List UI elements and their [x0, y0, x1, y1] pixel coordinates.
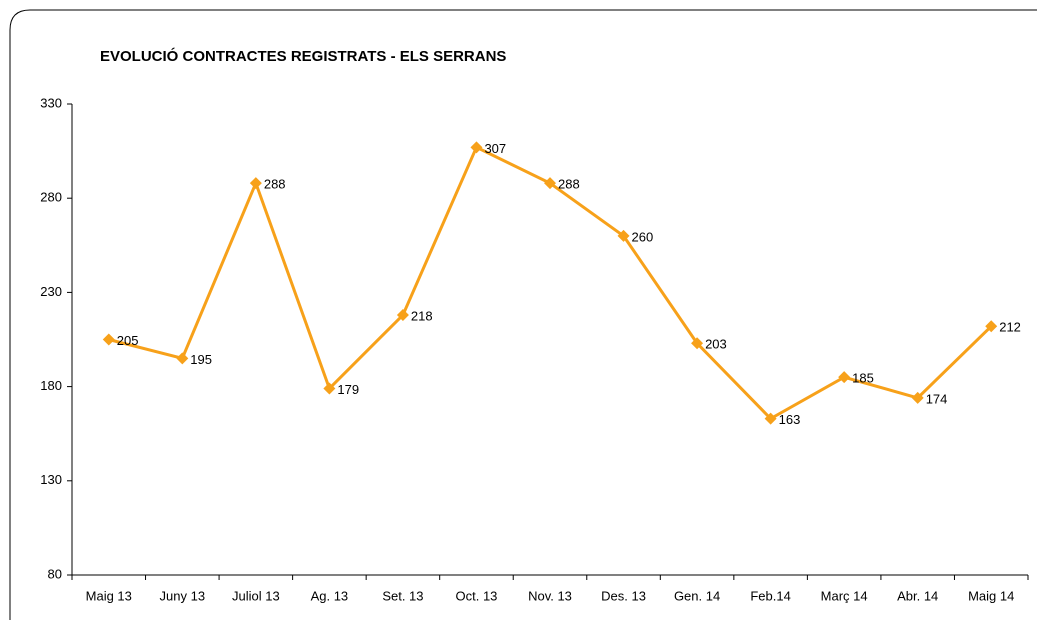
marker [323, 382, 336, 395]
x-tick-label: Feb.14 [750, 588, 790, 603]
marker [838, 371, 851, 384]
marker [470, 141, 483, 154]
marker [617, 229, 630, 242]
marker [102, 333, 115, 346]
data-label: 260 [632, 229, 654, 244]
x-tick-label: Nov. 13 [528, 588, 572, 603]
x-tick-label: Juliol 13 [232, 588, 280, 603]
data-label: 195 [190, 352, 212, 367]
marker [911, 391, 924, 404]
x-tick-label: Gen. 14 [674, 588, 720, 603]
x-tick-label: Ag. 13 [311, 588, 349, 603]
data-label: 203 [705, 337, 727, 352]
y-tick-label: 230 [40, 284, 62, 299]
y-tick-label: 130 [40, 472, 62, 487]
data-label: 205 [117, 333, 139, 348]
data-label: 218 [411, 308, 433, 323]
data-label: 288 [558, 177, 580, 192]
chart-title: EVOLUCIÓ CONTRACTES REGISTRATS - ELS SER… [100, 47, 506, 65]
data-label: 179 [337, 382, 359, 397]
x-tick-label: Oct. 13 [456, 588, 498, 603]
x-tick-label: Des. 13 [601, 588, 646, 603]
y-tick-label: 330 [40, 95, 62, 110]
x-tick-label: Juny 13 [160, 588, 206, 603]
data-label: 163 [779, 412, 801, 427]
x-tick-label: Març 14 [821, 588, 868, 603]
marker [985, 320, 998, 333]
data-label: 288 [264, 177, 286, 192]
x-tick-label: Maig 13 [86, 588, 132, 603]
marker [764, 412, 777, 425]
data-label: 212 [999, 320, 1021, 335]
data-label: 185 [852, 371, 874, 386]
y-tick-label: 80 [48, 566, 62, 581]
y-tick-label: 180 [40, 378, 62, 393]
marker [249, 177, 262, 190]
marker [691, 337, 704, 350]
x-tick-label: Set. 13 [382, 588, 423, 603]
y-tick-label: 280 [40, 190, 62, 205]
marker [176, 352, 189, 365]
marker [544, 177, 556, 190]
data-label: 174 [926, 391, 948, 406]
data-label: 307 [484, 141, 506, 156]
x-tick-label: Abr. 14 [897, 588, 938, 603]
marker [396, 309, 409, 322]
chart-border [9, 9, 1037, 620]
x-tick-label: Maig 14 [968, 588, 1014, 603]
